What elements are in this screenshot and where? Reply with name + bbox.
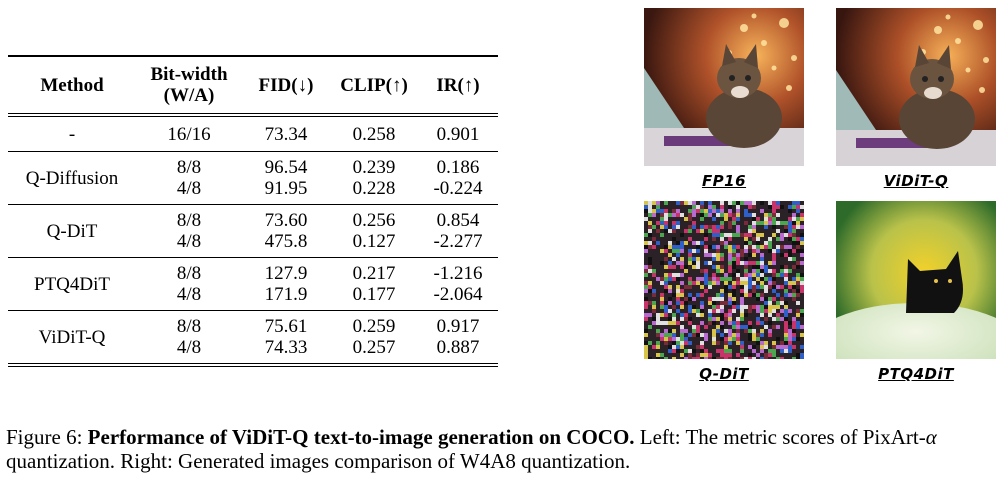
- caption-text-part2: quantization. Right: Generated images co…: [6, 449, 631, 473]
- cell-bits-8-8: 8/8: [176, 316, 202, 337]
- cell-clip-4-8: 0.228: [352, 178, 396, 199]
- caption-alpha-symbol: α: [925, 425, 937, 449]
- metrics-table-container: Method Bit-width (W/A) FID(↓) CLIP(↑) IR…: [8, 55, 498, 367]
- cell-bits-8-8: 8/8: [176, 263, 202, 284]
- cell-bits-4-8: 4/8: [176, 178, 202, 199]
- header-clip: CLIP(↑): [340, 74, 408, 96]
- vidit-cat-image: [836, 8, 996, 166]
- cell-fid-4-8: 171.9: [264, 284, 308, 305]
- cell-clip: 0.259 0.257: [330, 311, 418, 366]
- cell-bits-4-8: 4/8: [176, 231, 202, 252]
- cell-fid-8-8: 73.60: [264, 210, 308, 231]
- header-ir: IR(↑): [436, 74, 480, 96]
- cell-fid: 96.54 91.95: [242, 152, 330, 205]
- row-method: Q-Diffusion: [25, 167, 119, 189]
- table-row: Q-Diffusion 8/8 4/8 96.54 91.95 0.239 0.…: [8, 151, 498, 205]
- table-row: - 16/16 73.34 0.258 0.901: [8, 115, 498, 152]
- cell-clip-8-8: 0.256: [352, 210, 396, 231]
- metrics-table: Method Bit-width (W/A) FID(↓) CLIP(↑) IR…: [8, 55, 498, 367]
- cell-bits: 8/8 4/8: [136, 205, 242, 258]
- qdit-noise-image: [644, 201, 804, 359]
- cell-ir-4-8: -2.064: [433, 284, 483, 305]
- fp16-label: FP16: [701, 172, 747, 190]
- cell-ir: 0.901: [436, 123, 480, 145]
- cell-ir-8-8: 0.917: [436, 316, 480, 337]
- cell-clip-4-8: 0.257: [352, 337, 396, 358]
- qdit-panel: Q-DiT: [644, 201, 804, 383]
- cell-ir: -1.216 -2.064: [418, 258, 498, 311]
- qdit-label: Q-DiT: [699, 365, 749, 383]
- cell-bits-8-8: 8/8: [176, 210, 202, 231]
- header-bitwidth-line1: Bit-width: [150, 64, 228, 85]
- row-method: PTQ4DiT: [34, 273, 110, 295]
- cell-ir-4-8: -2.277: [433, 231, 483, 252]
- cell-ir: 0.186 -0.224: [418, 152, 498, 205]
- caption-bold-title: Performance of ViDiT-Q text-to-image gen…: [87, 425, 635, 449]
- ptq-blurry-cat-image: [836, 201, 996, 359]
- cell-fid-4-8: 475.8: [264, 231, 308, 252]
- cell-ir: 0.854 -2.277: [418, 205, 498, 258]
- header-bitwidth-line2: (W/A): [163, 85, 215, 106]
- cell-bits: 8/8 4/8: [136, 152, 242, 205]
- cell-bits: 8/8 4/8: [136, 258, 242, 311]
- cell-fid-8-8: 127.9: [264, 263, 308, 284]
- cell-clip: 0.239 0.228: [330, 152, 418, 205]
- cell-bits-8-8: 8/8: [176, 157, 202, 178]
- table-row: ViDiT-Q 8/8 4/8 75.61 74.33 0.259 0.257 …: [8, 310, 498, 366]
- cell-clip-8-8: 0.239: [352, 157, 396, 178]
- cell-fid: 73.60 475.8: [242, 205, 330, 258]
- cell-bits: 16/16: [167, 123, 211, 145]
- header-method: Method: [40, 74, 104, 96]
- cell-fid-8-8: 96.54: [264, 157, 308, 178]
- cell-clip-4-8: 0.177: [352, 284, 396, 305]
- cell-fid: 75.61 74.33: [242, 311, 330, 366]
- cell-fid: 127.9 171.9: [242, 258, 330, 311]
- cell-ir-4-8: -0.224: [433, 178, 483, 199]
- cell-fid-8-8: 75.61: [264, 316, 308, 337]
- row-method: ViDiT-Q: [38, 326, 106, 348]
- cell-ir-8-8: -1.216: [433, 263, 483, 284]
- caption-text-part1: Left: The metric scores of PixArt-: [639, 425, 926, 449]
- cell-clip: 0.217 0.177: [330, 258, 418, 311]
- vidit-panel: ViDiT-Q: [836, 8, 996, 190]
- cell-fid-4-8: 74.33: [264, 337, 308, 358]
- cell-clip-4-8: 0.127: [352, 231, 396, 252]
- fp16-panel: FP16: [644, 8, 804, 190]
- cell-ir-4-8: 0.887: [436, 337, 480, 358]
- figure-caption: Figure 6: Performance of ViDiT-Q text-to…: [6, 425, 1006, 473]
- cell-fid-4-8: 91.95: [264, 178, 308, 199]
- table-row: PTQ4DiT 8/8 4/8 127.9 171.9 0.217 0.177 …: [8, 257, 498, 311]
- cell-ir: 0.917 0.887: [418, 311, 498, 366]
- cell-fid: 73.34: [264, 123, 308, 145]
- cell-bits-4-8: 4/8: [176, 337, 202, 358]
- header-fid: FID(↓): [258, 74, 314, 96]
- ptq-panel: PTQ4DiT: [836, 201, 996, 383]
- ptq-label: PTQ4DiT: [878, 365, 954, 383]
- row-method: Q-DiT: [46, 220, 98, 242]
- cell-ir-8-8: 0.854: [436, 210, 480, 231]
- cell-clip: 0.258: [352, 123, 396, 145]
- cell-clip: 0.256 0.127: [330, 205, 418, 258]
- cell-ir-8-8: 0.186: [436, 157, 480, 178]
- cell-clip-8-8: 0.259: [352, 316, 396, 337]
- vidit-label: ViDiT-Q: [883, 172, 949, 190]
- fp16-cat-image: [644, 8, 804, 166]
- header-bitwidth: Bit-width (W/A): [136, 56, 242, 115]
- cell-bits-4-8: 4/8: [176, 284, 202, 305]
- table-header-row: Method Bit-width (W/A) FID(↓) CLIP(↑) IR…: [8, 56, 498, 115]
- cell-bits: 8/8 4/8: [136, 311, 242, 366]
- caption-figure-label: Figure 6:: [6, 425, 83, 449]
- row-method: -: [68, 123, 76, 145]
- cell-clip-8-8: 0.217: [352, 263, 396, 284]
- table-row: Q-DiT 8/8 4/8 73.60 475.8 0.256 0.127 0.…: [8, 204, 498, 258]
